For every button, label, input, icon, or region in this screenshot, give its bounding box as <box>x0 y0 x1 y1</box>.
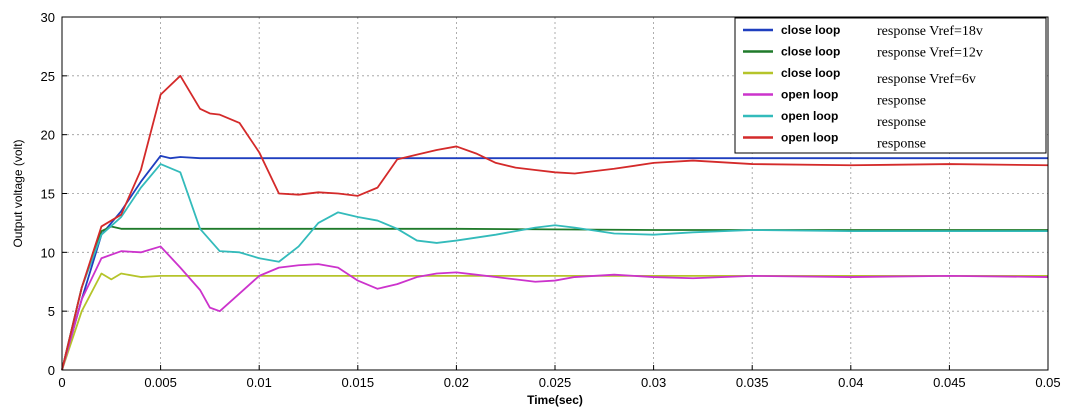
x-tick-label: 0.045 <box>933 375 966 390</box>
legend-label-2: close loop <box>781 45 840 59</box>
legend-box <box>734 17 1047 154</box>
y-tick-label: 0 <box>48 363 55 378</box>
y-tick-label: 25 <box>41 69 55 84</box>
x-tick-label: 0.015 <box>342 375 375 390</box>
x-tick-labels: 0 0.005 0.01 0.015 0.02 0.025 0.03 0.035 0.04 0.0… <box>58 365 1061 390</box>
series-line-2 <box>61 225 1048 371</box>
y-tick-label: 20 <box>41 128 55 143</box>
x-tick-label: 0.02 <box>444 375 469 390</box>
x-tick-label: 0 <box>58 375 65 390</box>
legend-suffix-3: response Vref=6v <box>877 72 976 87</box>
y-tick-label: 10 <box>41 245 55 260</box>
y-tick-label: 30 <box>41 10 55 25</box>
legend-suffix-1: response Vref=18v <box>877 24 983 39</box>
x-tick-label: 0.005 <box>144 375 177 390</box>
legend-label-4: open loop <box>781 88 838 102</box>
series-layer <box>61 74 1049 371</box>
legend-suffix-6: response <box>877 137 926 152</box>
y-tick-labels: 0 5 10 15 20 25 30 <box>41 10 67 378</box>
legend-suffix-2: response Vref=12v <box>877 46 983 61</box>
x-tick-label: 0.04 <box>838 375 863 390</box>
legend-suffix-4: response <box>877 94 926 109</box>
series-line-1 <box>61 154 1048 371</box>
y-tick-label: 5 <box>48 304 55 319</box>
legend: close loop response Vref=18v close loop res… <box>734 17 1047 154</box>
legend-suffix-5: response <box>877 115 926 130</box>
x-tick-label: 0.025 <box>539 375 572 390</box>
x-tick-label: 0.035 <box>736 375 769 390</box>
x-tick-label: 0.03 <box>641 375 666 390</box>
legend-label-1: close loop <box>781 23 840 37</box>
legend-label-6: open loop <box>781 131 838 145</box>
series-line-3 <box>61 272 1048 371</box>
series-line-5 <box>61 163 1048 371</box>
legend-label-3: close loop <box>781 66 840 80</box>
x-tick-label: 0.05 <box>1035 375 1060 390</box>
y-tick-label: 15 <box>41 187 55 202</box>
series-line-6 <box>61 74 1049 371</box>
x-tick-label: 0.01 <box>247 375 272 390</box>
x-axis-label: Time(sec) <box>527 393 583 407</box>
y-axis-label: Output voltage (volt) <box>11 139 25 247</box>
legend-label-5: open loop <box>781 109 838 123</box>
series-line-4 <box>61 245 1049 371</box>
